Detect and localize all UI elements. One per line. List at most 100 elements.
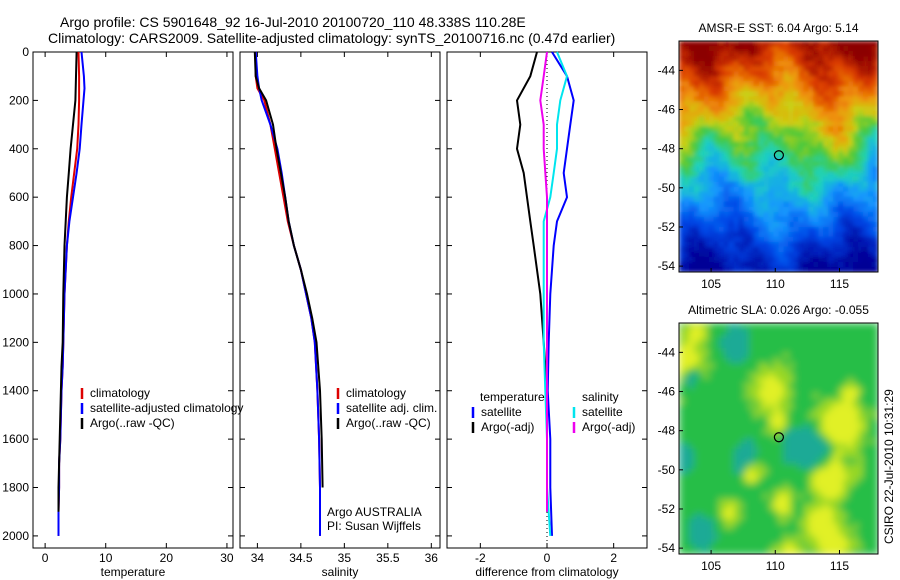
map-cell [873, 166, 878, 173]
map-cell [803, 508, 809, 515]
map-cell [768, 478, 775, 485]
map-cell [838, 96, 844, 102]
map-cell [828, 378, 834, 384]
map-cell [823, 378, 829, 384]
map-cell [773, 81, 780, 87]
map-cell [873, 453, 878, 460]
map-cell [708, 533, 715, 540]
map-cell [818, 186, 824, 193]
map-cell [758, 251, 765, 258]
map-cell [873, 196, 878, 203]
map-cell [718, 523, 725, 530]
map-cell [728, 266, 735, 272]
map-cell [713, 81, 720, 87]
map-cell [798, 136, 804, 143]
map-cell [708, 51, 715, 57]
map-cell [873, 383, 878, 389]
map-cell [838, 91, 844, 97]
map-cell [798, 101, 804, 107]
map-cell [843, 41, 849, 47]
map-cell [783, 221, 790, 228]
map-cell [803, 206, 809, 213]
map-cell [858, 383, 864, 389]
map-cell [808, 126, 814, 132]
map-cell [803, 338, 809, 344]
map-cell [733, 236, 740, 243]
map-cell [793, 448, 799, 455]
map-cell [713, 518, 720, 525]
map-cell [818, 533, 824, 540]
map-cell [873, 186, 878, 193]
map-cell [833, 186, 839, 193]
profile-panel-1: 0 10 20 30020040060080010001200140016001800… [2, 45, 243, 579]
map-cell [698, 106, 705, 112]
map-cell [808, 343, 814, 349]
map-cell [858, 368, 864, 374]
map-cell [813, 91, 819, 97]
map-cell [768, 166, 775, 173]
map-cell [803, 131, 809, 138]
map-cell [718, 373, 725, 379]
map-cell [833, 96, 839, 102]
map-cell [808, 468, 814, 475]
map-cell [679, 166, 685, 173]
map-cell [833, 136, 839, 143]
map-cell [743, 378, 750, 384]
map-cell [688, 453, 695, 460]
map-cell [858, 483, 864, 490]
map-cell [743, 448, 750, 455]
map-cell [838, 101, 844, 107]
map-cell [863, 493, 869, 500]
map-cell [823, 71, 829, 77]
map-cell [838, 106, 844, 112]
map-cell [683, 161, 690, 168]
map-cell [738, 101, 745, 107]
map-cell [758, 503, 765, 510]
map-cell [753, 358, 760, 364]
map-cell [798, 328, 804, 334]
map-cell [818, 473, 824, 480]
map-cell [733, 503, 740, 510]
map-cell [773, 176, 780, 183]
map-cell [803, 393, 809, 399]
map-cell [873, 206, 878, 213]
map-cell [758, 186, 765, 193]
map-cell [748, 156, 755, 163]
map-cell [843, 231, 849, 238]
map-cell [838, 256, 844, 263]
map-cell [873, 226, 878, 233]
map-cell [688, 166, 695, 173]
map-cell [683, 111, 690, 117]
map-cell [733, 186, 740, 193]
map-y-tick-label: -46 [658, 385, 676, 399]
map-cell [858, 468, 864, 475]
map-cell [833, 498, 839, 505]
map-cell [828, 368, 834, 374]
map-cell [753, 161, 760, 168]
map-cell [833, 201, 839, 208]
map-cell [808, 101, 814, 107]
map-cell [828, 206, 834, 213]
map-cell [773, 523, 780, 530]
map-cell [798, 151, 804, 158]
map-cell [823, 61, 829, 67]
map-cell [783, 538, 790, 545]
map-cell [693, 191, 700, 198]
map-cell [808, 408, 814, 414]
map-cell [703, 463, 710, 470]
map-cell [798, 458, 804, 465]
map-cell [748, 423, 755, 430]
map-cell [803, 398, 809, 404]
map-cell [808, 251, 814, 258]
map-cell [743, 106, 750, 112]
map-cell [713, 231, 720, 238]
map-cell [868, 251, 874, 258]
map-cell [723, 186, 730, 193]
map-cell [773, 428, 780, 435]
map-cell [733, 453, 740, 460]
map-cell [863, 126, 869, 132]
map-cell [838, 518, 844, 525]
map-cell [718, 358, 725, 364]
map-cell [808, 503, 814, 510]
map-cell [698, 418, 705, 425]
